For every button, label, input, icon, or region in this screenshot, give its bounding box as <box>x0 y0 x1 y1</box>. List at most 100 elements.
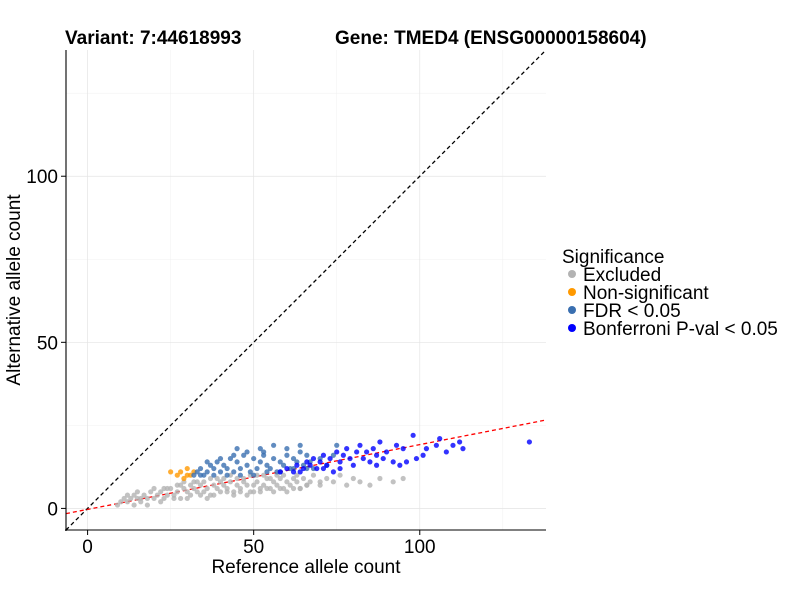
point-excluded <box>214 475 220 482</box>
point-excluded <box>227 479 234 485</box>
point-bonferroni-p-val-0-05 <box>347 455 353 462</box>
point-fdr-0-05 <box>264 462 270 468</box>
point-fdr-0-05 <box>334 442 340 448</box>
point-non-significant <box>184 465 190 472</box>
point-excluded <box>187 492 194 498</box>
point-excluded <box>277 485 283 492</box>
point-bonferroni-p-val-0-05 <box>294 462 300 468</box>
point-fdr-0-05 <box>227 455 234 462</box>
point-excluded <box>251 489 257 495</box>
point-excluded <box>261 472 267 478</box>
point-excluded <box>131 492 137 498</box>
point-bonferroni-p-val-0-05 <box>443 449 449 455</box>
point-bonferroni-p-val-0-05 <box>367 459 373 465</box>
point-bonferroni-p-val-0-05 <box>373 462 380 468</box>
point-bonferroni-p-val-0-05 <box>334 449 340 455</box>
point-excluded <box>297 485 303 492</box>
point-excluded <box>121 495 127 502</box>
point-bonferroni-p-val-0-05 <box>277 469 283 475</box>
point-excluded <box>280 472 287 478</box>
reference-line-identity <box>65 49 547 531</box>
point-fdr-0-05 <box>204 469 210 475</box>
point-fdr-0-05 <box>244 462 250 468</box>
point-fdr-0-05 <box>224 472 230 478</box>
point-fdr-0-05 <box>284 452 290 458</box>
point-fdr-0-05 <box>191 472 197 478</box>
point-excluded <box>197 482 204 488</box>
point-excluded <box>217 489 224 495</box>
point-fdr-0-05 <box>204 459 210 465</box>
point-bonferroni-p-val-0-05 <box>403 459 410 465</box>
point-excluded <box>267 475 273 482</box>
point-bonferroni-p-val-0-05 <box>327 455 333 462</box>
point-excluded <box>241 475 247 482</box>
point-excluded <box>367 482 373 488</box>
point-fdr-0-05 <box>297 442 303 448</box>
point-fdr-0-05 <box>284 446 290 452</box>
point-bonferroni-p-val-0-05 <box>457 439 463 445</box>
point-bonferroni-p-val-0-05 <box>284 465 290 472</box>
point-non-significant <box>168 469 174 475</box>
point-bonferroni-p-val-0-05 <box>290 469 297 475</box>
point-excluded <box>201 489 207 495</box>
point-bonferroni-p-val-0-05 <box>400 446 406 452</box>
point-fdr-0-05 <box>257 459 263 465</box>
axis-ticks: 0 50 100 0 50 100 <box>26 167 435 558</box>
point-fdr-0-05 <box>214 459 220 465</box>
point-bonferroni-p-val-0-05 <box>337 459 343 465</box>
point-excluded <box>261 482 267 488</box>
point-excluded <box>337 472 343 478</box>
point-bonferroni-p-val-0-05 <box>357 442 363 448</box>
point-fdr-0-05 <box>221 462 227 468</box>
point-fdr-0-05 <box>271 442 277 448</box>
point-excluded <box>178 482 184 488</box>
point-excluded <box>217 479 224 485</box>
point-excluded <box>274 482 280 488</box>
point-fdr-0-05 <box>231 469 237 475</box>
point-bonferroni-p-val-0-05 <box>324 462 330 468</box>
point-excluded <box>324 475 330 482</box>
point-fdr-0-05 <box>217 455 224 462</box>
point-excluded <box>184 495 190 502</box>
point-excluded <box>124 492 131 498</box>
x-axis-title: Reference allele count <box>211 557 401 578</box>
point-fdr-0-05 <box>217 469 224 475</box>
legend-title: Significance <box>562 247 664 268</box>
point-excluded <box>304 482 310 488</box>
point-excluded <box>330 479 337 485</box>
point-bonferroni-p-val-0-05 <box>380 455 386 462</box>
point-excluded <box>184 489 190 495</box>
point-excluded <box>171 495 177 502</box>
point-fdr-0-05 <box>297 449 303 455</box>
point-bonferroni-p-val-0-05 <box>450 442 456 448</box>
point-bonferroni-p-val-0-05 <box>317 459 323 465</box>
point-fdr-0-05 <box>290 455 297 462</box>
point-bonferroni-p-val-0-05 <box>297 469 303 475</box>
point-excluded <box>317 482 323 488</box>
plot-panel <box>65 49 547 531</box>
point-excluded <box>277 475 283 482</box>
point-fdr-0-05 <box>251 472 257 478</box>
point-bonferroni-p-val-0-05 <box>300 465 307 472</box>
legend-label: FDR < 0.05 <box>583 301 681 322</box>
point-bonferroni-p-val-0-05 <box>377 439 383 445</box>
point-fdr-0-05 <box>197 472 204 478</box>
point-non-significant <box>178 469 184 475</box>
point-excluded <box>174 489 180 495</box>
point-bonferroni-p-val-0-05 <box>337 465 343 472</box>
point-excluded <box>400 475 406 482</box>
point-bonferroni-p-val-0-05 <box>310 455 317 462</box>
point-bonferroni-p-val-0-05 <box>423 446 430 452</box>
point-excluded <box>211 492 217 498</box>
point-excluded <box>181 485 187 492</box>
point-excluded <box>118 499 124 505</box>
point-excluded <box>164 492 170 498</box>
point-excluded <box>151 485 157 492</box>
point-fdr-0-05 <box>244 449 250 455</box>
point-excluded <box>390 479 396 485</box>
legend-key <box>568 324 576 332</box>
point-excluded <box>191 479 197 485</box>
point-excluded <box>290 475 297 482</box>
chart-title-gene: Gene: TMED4 (ENSG00000158604) <box>335 28 647 49</box>
point-fdr-0-05 <box>330 452 337 458</box>
